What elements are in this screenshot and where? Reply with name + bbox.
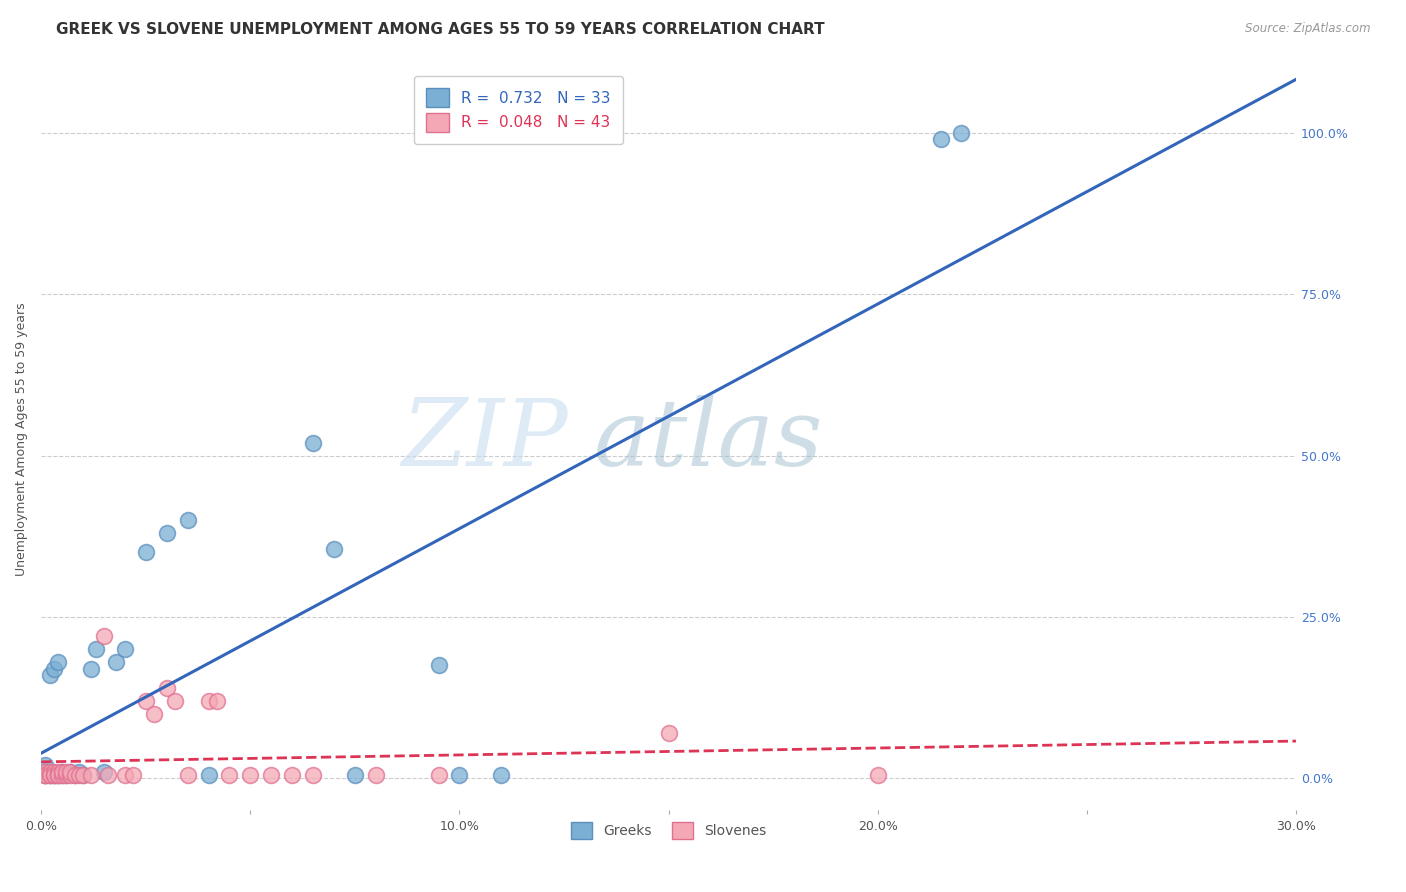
- Point: [46, 764, 69, 779]
- Point: [260, 768, 283, 782]
- Point: [46, 768, 69, 782]
- Point: [59, 764, 82, 779]
- Point: [114, 768, 136, 782]
- Legend: Greeks, Slovenes: Greeks, Slovenes: [565, 816, 772, 845]
- Point: [34, 768, 56, 782]
- Point: [42, 768, 65, 782]
- Text: atlas: atlas: [593, 394, 823, 484]
- Point: [38, 768, 60, 782]
- Point: [59, 768, 82, 782]
- Point: [197, 768, 219, 782]
- Point: [55, 764, 77, 779]
- Point: [34, 768, 56, 782]
- Point: [143, 706, 166, 721]
- Point: [122, 768, 145, 782]
- Point: [63, 768, 86, 782]
- Point: [80, 768, 103, 782]
- Point: [51, 764, 73, 779]
- Point: [205, 694, 228, 708]
- Point: [427, 658, 450, 673]
- Text: GREEK VS SLOVENE UNEMPLOYMENT AMONG AGES 55 TO 59 YEARS CORRELATION CHART: GREEK VS SLOVENE UNEMPLOYMENT AMONG AGES…: [56, 22, 825, 37]
- Point: [176, 768, 198, 782]
- Point: [72, 768, 94, 782]
- Point: [34, 758, 56, 772]
- Point: [46, 655, 69, 669]
- Point: [55, 768, 77, 782]
- Point: [950, 126, 973, 140]
- Point: [197, 694, 219, 708]
- Point: [34, 768, 56, 782]
- Point: [55, 768, 77, 782]
- Point: [135, 694, 157, 708]
- Point: [114, 642, 136, 657]
- Point: [427, 768, 450, 782]
- Point: [491, 768, 513, 782]
- Point: [80, 661, 103, 675]
- Point: [165, 694, 187, 708]
- Point: [176, 513, 198, 527]
- Text: ZIP: ZIP: [402, 394, 568, 484]
- Point: [51, 764, 73, 779]
- Point: [72, 768, 94, 782]
- Y-axis label: Unemployment Among Ages 55 to 59 years: Unemployment Among Ages 55 to 59 years: [15, 302, 28, 576]
- Point: [34, 768, 56, 782]
- Point: [93, 629, 115, 643]
- Point: [658, 726, 681, 740]
- Point: [84, 642, 107, 657]
- Point: [34, 764, 56, 779]
- Point: [281, 768, 304, 782]
- Point: [67, 764, 90, 779]
- Point: [42, 768, 65, 782]
- Point: [866, 768, 889, 782]
- Point: [449, 768, 471, 782]
- Point: [364, 768, 387, 782]
- Point: [135, 545, 157, 559]
- Point: [323, 542, 346, 557]
- Text: Source: ZipAtlas.com: Source: ZipAtlas.com: [1246, 22, 1371, 36]
- Point: [46, 768, 69, 782]
- Point: [67, 768, 90, 782]
- Point: [51, 768, 73, 782]
- Point: [929, 132, 952, 146]
- Point: [42, 661, 65, 675]
- Point: [46, 768, 69, 782]
- Point: [239, 768, 262, 782]
- Point: [93, 764, 115, 779]
- Point: [34, 764, 56, 779]
- Point: [42, 768, 65, 782]
- Point: [38, 768, 60, 782]
- Point: [38, 764, 60, 779]
- Point: [343, 768, 366, 782]
- Point: [156, 681, 179, 695]
- Point: [105, 655, 128, 669]
- Point: [59, 764, 82, 779]
- Point: [63, 768, 86, 782]
- Point: [51, 768, 73, 782]
- Point: [156, 526, 179, 541]
- Point: [38, 768, 60, 782]
- Point: [218, 768, 240, 782]
- Point: [302, 435, 325, 450]
- Point: [97, 768, 120, 782]
- Point: [42, 764, 65, 779]
- Point: [302, 768, 325, 782]
- Point: [38, 668, 60, 682]
